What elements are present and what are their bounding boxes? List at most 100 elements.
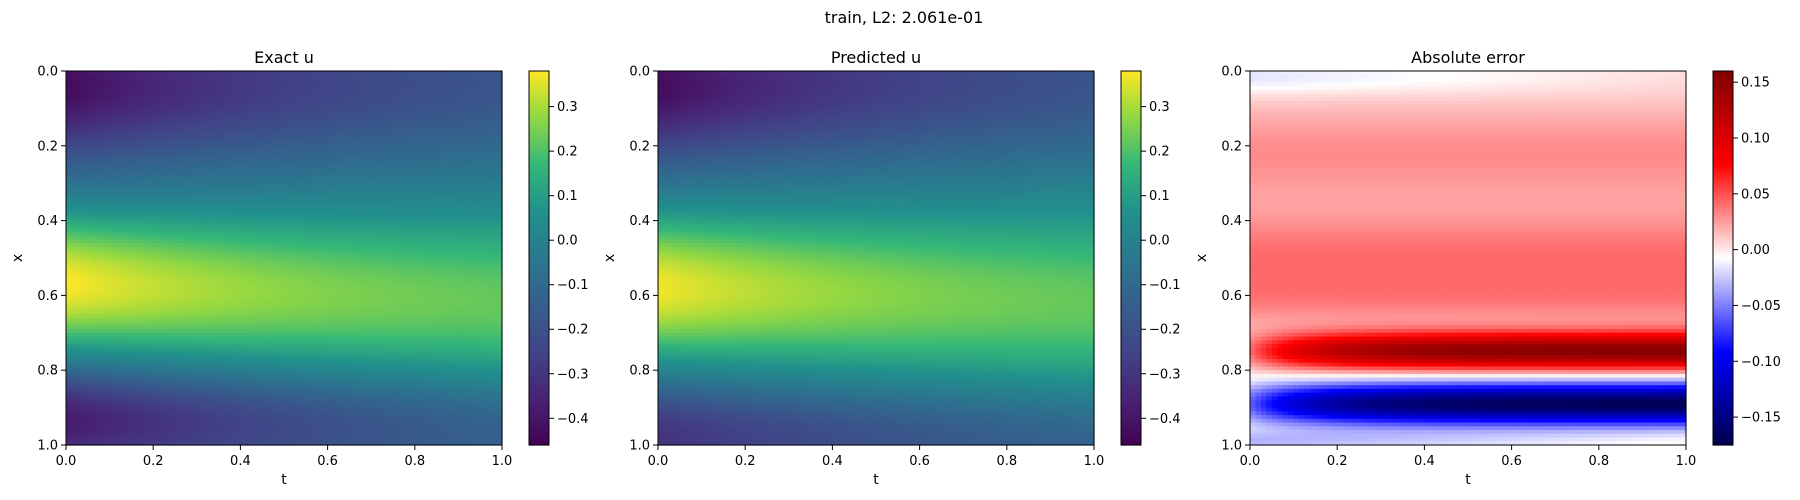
heatmap-cell: [365, 287, 372, 293]
heatmap-cell: [480, 104, 487, 109]
heatmap-cell: [158, 186, 165, 192]
heatmap-cell: [382, 104, 389, 109]
heatmap-cell: [136, 134, 143, 139]
heatmap-cell: [136, 153, 143, 158]
heatmap-cell: [71, 250, 78, 255]
heatmap-cell: [202, 272, 209, 278]
heatmap-cell: [251, 100, 258, 106]
heatmap-cell: [409, 265, 416, 270]
heatmap-cell: [98, 74, 105, 80]
heatmap-cell: [294, 205, 301, 210]
heatmap-cell: [164, 265, 171, 270]
heatmap-cell: [343, 71, 350, 76]
heatmap-cell: [403, 130, 410, 136]
heatmap-cell: [82, 130, 89, 136]
heatmap-cell: [409, 104, 416, 109]
heatmap-cell: [354, 183, 361, 188]
heatmap-cell: [213, 269, 220, 274]
heatmap-cell: [262, 142, 269, 147]
heatmap-cell: [256, 261, 263, 267]
heatmap-cell: [365, 142, 372, 147]
heatmap-cell: [267, 235, 274, 240]
heatmap-cell: [398, 71, 405, 76]
heatmap-cell: [218, 235, 225, 240]
heatmap-cell: [294, 254, 301, 259]
heatmap-cell: [82, 235, 89, 240]
heatmap-cell: [164, 220, 171, 225]
heatmap-cell: [469, 186, 476, 192]
heatmap-cell: [169, 209, 176, 214]
heatmap-cell: [229, 85, 236, 91]
heatmap-cell: [284, 250, 291, 255]
heatmap-cell: [153, 112, 160, 117]
heatmap-cell: [485, 261, 492, 267]
heatmap-cell: [403, 284, 410, 289]
heatmap-cell: [175, 164, 182, 169]
heatmap-cell: [393, 93, 400, 98]
heatmap-cell: [234, 299, 241, 304]
heatmap-cell: [87, 231, 94, 237]
heatmap-cell: [420, 194, 427, 199]
heatmap-cell: [251, 123, 258, 128]
heatmap-cell: [142, 261, 149, 267]
heatmap-cell: [142, 183, 149, 188]
heatmap-cell: [202, 235, 209, 240]
heatmap-cell: [403, 265, 410, 270]
heatmap-cell: [452, 168, 459, 173]
heatmap-cell: [158, 190, 165, 196]
heatmap-cell: [485, 145, 492, 151]
heatmap-cell: [273, 157, 280, 162]
heatmap-cell: [191, 85, 198, 91]
heatmap-cell: [191, 171, 198, 177]
heatmap-cell: [229, 74, 236, 80]
heatmap-cell: [147, 175, 154, 181]
heatmap-cell: [305, 168, 312, 173]
heatmap-cell: [245, 235, 252, 240]
heatmap-cell: [262, 130, 269, 136]
heatmap-cell: [142, 127, 149, 132]
heatmap-cell: [218, 201, 225, 207]
heatmap-cell: [224, 142, 231, 147]
heatmap-cell: [316, 205, 323, 210]
heatmap-cell: [245, 179, 252, 184]
heatmap-cell: [316, 284, 323, 289]
heatmap-cell: [104, 269, 111, 274]
heatmap-cell: [147, 224, 154, 229]
heatmap-cell: [447, 258, 454, 263]
heatmap-cell: [289, 250, 296, 255]
heatmap-cell: [175, 85, 182, 91]
heatmap-cell: [393, 104, 400, 109]
heatmap-cell: [305, 112, 312, 117]
heatmap-cell: [485, 194, 492, 199]
heatmap-cell: [349, 269, 356, 274]
heatmap-cell: [196, 261, 203, 267]
heatmap-cell: [82, 89, 89, 95]
heatmap-cell: [387, 104, 394, 109]
heatmap-cell: [420, 224, 427, 229]
heatmap-cell: [289, 82, 296, 87]
heatmap-cell: [262, 157, 269, 162]
heatmap-cell: [180, 220, 187, 225]
heatmap-cell: [284, 231, 291, 237]
heatmap-cell: [136, 127, 143, 132]
heatmap-cell: [365, 119, 372, 124]
heatmap-cell: [109, 284, 116, 289]
heatmap-cell: [365, 97, 372, 102]
heatmap-cell: [185, 261, 192, 267]
heatmap-cell: [431, 104, 438, 109]
heatmap-cell: [420, 123, 427, 128]
heatmap-cell: [93, 78, 100, 83]
heatmap-cell: [202, 160, 209, 166]
heatmap-cell: [218, 142, 225, 147]
heatmap-cell: [120, 254, 127, 259]
heatmap-cell: [76, 157, 83, 162]
heatmap-cell: [458, 171, 465, 177]
heatmap-cell: [240, 179, 247, 184]
heatmap-cell: [414, 183, 421, 188]
heatmap-cell: [354, 284, 361, 289]
heatmap-cell: [447, 287, 454, 293]
heatmap-cell: [447, 280, 454, 285]
heatmap-cell: [300, 216, 307, 222]
heatmap-cell: [224, 228, 231, 233]
heatmap-cell: [147, 220, 154, 225]
